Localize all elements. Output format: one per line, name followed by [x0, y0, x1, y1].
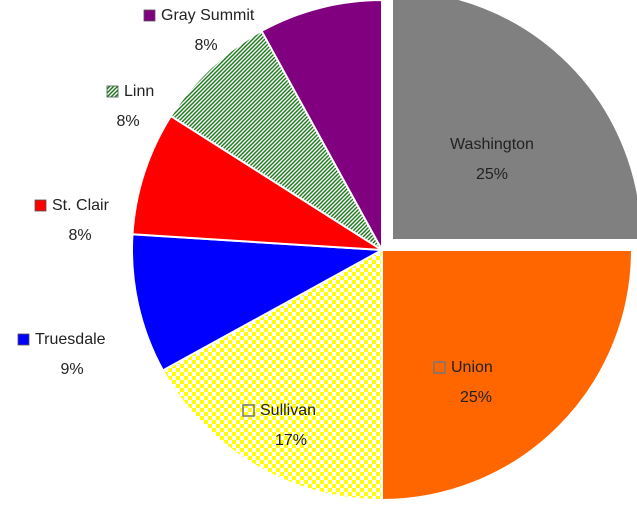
legend-swatch	[34, 199, 47, 212]
slice-value-label: 8%	[68, 227, 91, 244]
pie-slice	[260, 0, 383, 251]
slice-value-label: 25%	[460, 389, 492, 406]
slice-label: Gray Summit	[161, 7, 255, 24]
slice-label: Truesdale	[35, 331, 106, 348]
pie-slice	[169, 29, 383, 251]
legend-swatch	[242, 404, 255, 417]
slice-label: Washington	[450, 136, 534, 153]
legend-swatch	[433, 361, 446, 374]
slice-value-label: 25%	[476, 166, 508, 183]
pie-slice	[391, 0, 637, 241]
legend-swatch	[143, 9, 156, 22]
slice-value-label: 8%	[116, 113, 139, 130]
pie-slice	[381, 249, 634, 502]
slice-value-label: 9%	[60, 361, 83, 378]
legend-swatch	[106, 85, 119, 98]
pie-slice	[161, 248, 383, 502]
slice-value-label: 8%	[194, 37, 217, 54]
legend-swatch	[17, 333, 30, 346]
slice-label: St. Clair	[52, 197, 110, 214]
slice-label: Union	[451, 359, 493, 376]
pie-slice	[131, 233, 386, 372]
slice-value-label: 17%	[275, 432, 307, 449]
pie-slice	[131, 114, 383, 251]
slice-label: Sullivan	[260, 402, 316, 419]
slice-label: Linn	[124, 83, 154, 100]
